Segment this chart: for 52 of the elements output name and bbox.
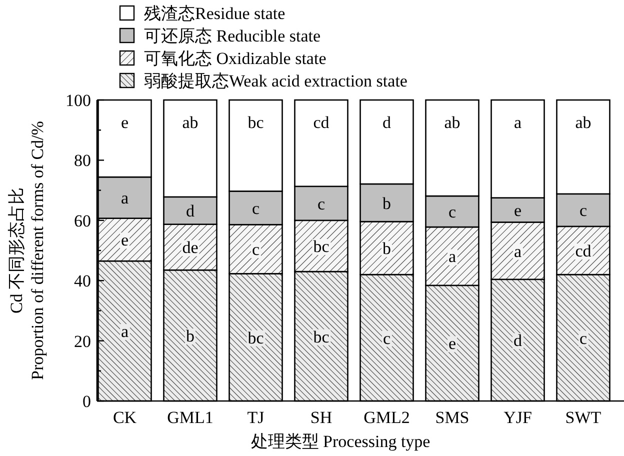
- y-tick-label: 60: [74, 211, 91, 230]
- x-tick-label: GML2: [364, 408, 410, 427]
- y-tick-label: 100: [66, 91, 91, 110]
- data-label: bc: [313, 327, 330, 346]
- data-label: e: [120, 230, 129, 250]
- data-label: d: [186, 202, 195, 221]
- data-label: a: [514, 242, 522, 261]
- data-label: c: [448, 202, 456, 222]
- x-axis-title: 处理类型 Processing type: [250, 432, 430, 451]
- legend-label: 可氧化态 Oxidizable state: [144, 49, 326, 68]
- x-tick-label: YJF: [504, 408, 532, 427]
- data-label: e: [448, 334, 456, 354]
- x-tick-label: SMS: [435, 408, 470, 427]
- x-tick-label: TJ: [247, 408, 265, 427]
- y-tick-label: 0: [82, 392, 91, 411]
- y-tick-label: 80: [74, 151, 91, 170]
- data-label: bc: [313, 236, 330, 256]
- data-label: c: [252, 240, 260, 260]
- y-tick-label: 20: [74, 332, 91, 351]
- data-label: a: [120, 322, 129, 342]
- data-label: a: [120, 188, 129, 208]
- data-label: a: [514, 113, 522, 132]
- x-tick-label: CK: [112, 408, 138, 427]
- data-label: cd: [313, 113, 330, 132]
- data-label: bc: [248, 328, 264, 348]
- x-tick-label: GML1: [167, 408, 214, 427]
- data-label: c: [317, 194, 326, 214]
- legend-label: 弱酸提取态Weak acid extraction state: [144, 72, 408, 90]
- data-label: cd: [575, 242, 592, 260]
- data-label: a: [448, 247, 456, 266]
- data-label: c: [579, 201, 588, 220]
- data-label: bc: [248, 113, 264, 132]
- data-label: de: [182, 238, 198, 258]
- data-label: e: [514, 201, 522, 220]
- y-axis-title: Cd 不同形态占比 Proportion of different forms of Cd/%: [7, 121, 47, 380]
- data-label: ab: [575, 113, 592, 132]
- legend-label: 可还原态 Reducible state: [144, 26, 321, 46]
- data-label: ab: [444, 113, 460, 132]
- data-label: e: [120, 113, 129, 132]
- data-label: c: [579, 328, 588, 348]
- data-label: d: [382, 113, 392, 132]
- data-label: b: [382, 194, 391, 213]
- data-label: c: [252, 198, 260, 218]
- x-tick-label: SH: [310, 408, 332, 427]
- x-tick-label: SWT: [565, 408, 602, 427]
- data-label: ab: [182, 113, 198, 132]
- data-label: b: [186, 326, 194, 346]
- y-tick-label: 40: [74, 272, 91, 291]
- data-label: c: [382, 328, 391, 348]
- data-label: d: [514, 331, 522, 350]
- data-label: b: [382, 239, 391, 258]
- legend-label: 残渣态Residue state: [144, 4, 286, 23]
